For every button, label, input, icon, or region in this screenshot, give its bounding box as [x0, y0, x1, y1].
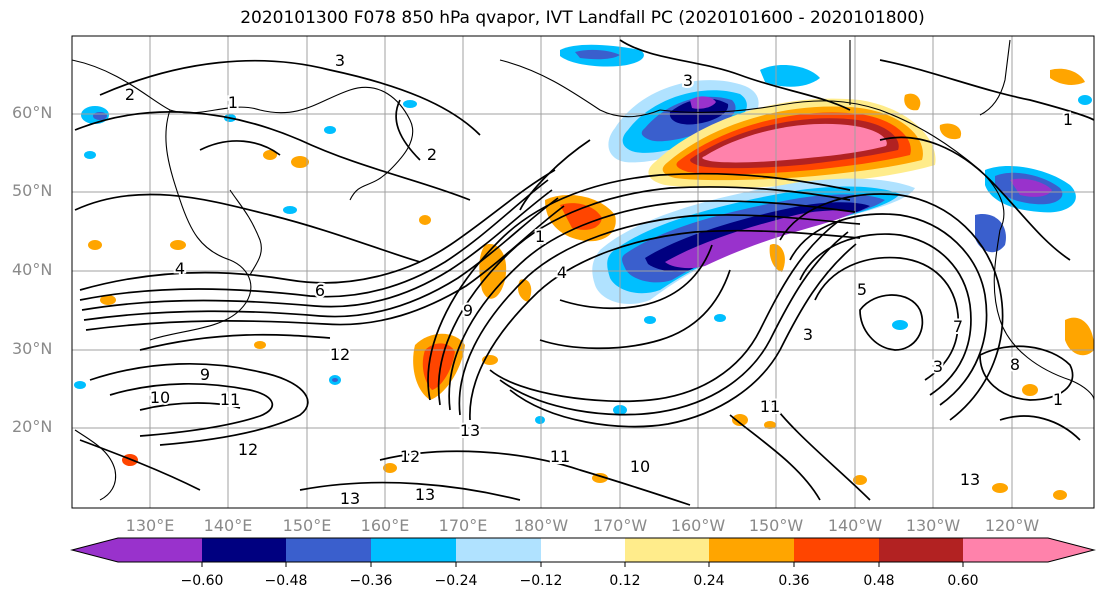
colorbar-segment: [794, 538, 879, 562]
coastlines: [72, 39, 1094, 501]
lon-label: 130°E: [125, 516, 175, 535]
lon-label: 170°E: [438, 516, 488, 535]
contour-label: 11: [760, 397, 780, 416]
colorbar-tick-label: −0.24: [434, 573, 478, 589]
contour-label: 11: [220, 390, 240, 409]
colorbar-tick-label: −0.36: [349, 573, 393, 589]
colorbar-segment: [456, 538, 541, 562]
contour-label: 1: [535, 227, 545, 246]
contour-label: 13: [415, 485, 435, 504]
contour-label: 1: [1053, 390, 1063, 409]
colorbar-tick-label: −0.48: [264, 573, 308, 589]
lon-label: 140°W: [827, 516, 883, 535]
contour-label: 3: [933, 357, 943, 376]
colorbar-outline: [70, 537, 1096, 563]
colorbar-segment: [879, 538, 963, 562]
contour-label: 5: [857, 280, 867, 299]
lon-label: 120°W: [984, 516, 1040, 535]
contour-label: 6: [315, 281, 325, 300]
lon-label: 160°W: [670, 516, 726, 535]
lat-label: 30°N: [12, 339, 53, 358]
colorbar-segment: [709, 538, 794, 562]
contour-label: 8: [1010, 355, 1020, 374]
lon-label: 170°W: [592, 516, 648, 535]
contour-label: 2: [125, 85, 135, 104]
contour-label: 12: [238, 440, 258, 459]
map-frame: [71, 35, 1095, 509]
lat-label: 60°N: [12, 103, 53, 122]
contour-label: 10: [150, 388, 170, 407]
map-title: 2020101300 F078 850 hPa qvapor, IVT Land…: [240, 8, 925, 28]
contour-label: 7: [953, 317, 963, 336]
lon-label: 150°W: [748, 516, 804, 535]
colorbar-extend-high: [1048, 538, 1094, 562]
colorbar-segment: [541, 538, 625, 562]
colorbar-tick-label: −0.12: [519, 573, 563, 589]
colorbar-segment: [625, 538, 709, 562]
contour-label: 13: [340, 489, 360, 508]
contour-label: 13: [960, 470, 980, 489]
contour-label: 2: [427, 145, 437, 164]
contour-label: 4: [175, 259, 185, 278]
contour-label: 3: [803, 325, 813, 344]
contour-label: 12: [330, 345, 350, 364]
colorbar-segment: [118, 538, 202, 562]
contour-label: 11: [550, 447, 570, 466]
colorbar-extend-low: [72, 538, 118, 562]
colorbar-segment: [202, 538, 286, 562]
lon-label: 130°W: [905, 516, 961, 535]
contour-label: 1: [228, 93, 238, 112]
colorbar-segment: [286, 538, 371, 562]
lon-label: 140°E: [203, 516, 253, 535]
colorbar-tick-label: 0.60: [947, 573, 979, 589]
lat-label: 50°N: [12, 181, 53, 200]
lon-label: 150°E: [282, 516, 332, 535]
colorbar-segment: [963, 538, 1048, 562]
colorbar-tick-label: 0.24: [693, 573, 725, 589]
colorbar-tick-label: −0.60: [180, 573, 224, 589]
contour-label: 13: [460, 421, 480, 440]
contour-label: 4: [557, 263, 567, 282]
colorbar-segment: [371, 538, 456, 562]
colorbar-tick-label: 0.36: [778, 573, 810, 589]
lat-label: 20°N: [12, 417, 53, 436]
map-gridlines: [72, 36, 1094, 508]
contour-label: 9: [200, 365, 210, 384]
colorbar-tick-label: 0.12: [609, 573, 641, 589]
contour-label: 3: [335, 51, 345, 70]
contour-label: 10: [630, 457, 650, 476]
lon-label: 180°W: [513, 516, 569, 535]
contour-label: 12: [400, 447, 420, 466]
lon-label: 160°E: [360, 516, 410, 535]
lat-label: 40°N: [12, 260, 53, 279]
contour-label: 3: [683, 71, 693, 90]
contour-label: 1: [1063, 110, 1073, 129]
colorbar-tick-label: 0.48: [863, 573, 895, 589]
contour-label: 9: [463, 301, 473, 320]
colorbar: [70, 537, 1096, 567]
ivt-contours: [74, 39, 1094, 506]
